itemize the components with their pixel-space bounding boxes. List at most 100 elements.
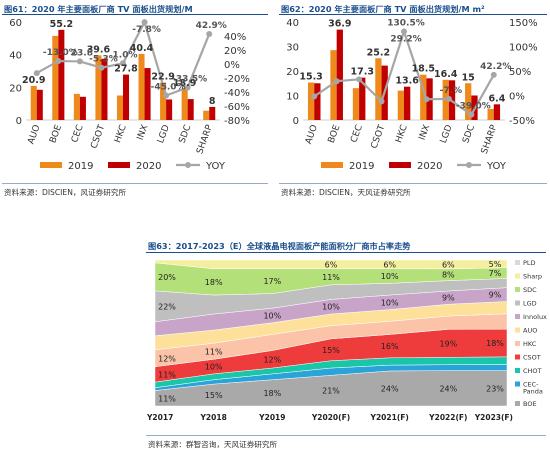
fig63-data-label: 21% — [322, 387, 340, 396]
fig62-ytick: 10 — [286, 92, 299, 103]
fig62-bar-label: 6.4 — [488, 93, 505, 104]
fig63-data-label: 16% — [381, 342, 399, 351]
fig61-ytick: 0 — [16, 116, 22, 127]
fig61-bar-label: 20.9 — [22, 75, 45, 86]
fig61-yoy-label: 59.8% — [131, 16, 162, 19]
fig62-yoy-point — [445, 95, 452, 102]
fig61-legend-swatch-2019 — [40, 162, 62, 168]
fig63-legend-label: Panda — [523, 388, 543, 396]
fig62-title-rule — [279, 14, 547, 15]
fig61-y2tick: -60% — [224, 102, 250, 113]
fig62-bar-label: 25.2 — [367, 47, 390, 58]
fig61-yoy-label: 42.9% — [196, 21, 227, 31]
fig63-data-label: 12% — [158, 354, 176, 363]
fig61-category-label: CSOT — [89, 123, 107, 150]
fig63-data-label: 11% — [205, 347, 223, 356]
fig61-ytick: 60 — [9, 18, 22, 29]
fig61-category-label: AUO — [26, 124, 42, 146]
fig63-area-sharp — [154, 259, 508, 270]
fig63-legend-label: BOE — [523, 400, 537, 408]
fig61-yoy-point — [184, 84, 191, 91]
fig63-legend-label: CSOT — [523, 354, 541, 362]
fig62-category-label: AUO — [304, 124, 320, 146]
fig61-yoy-label: -45.0% — [151, 83, 186, 93]
fig61-category-label: SDC — [178, 124, 194, 145]
fig61-category-label: LGD — [156, 124, 172, 145]
fig62-yoy-label: -39.0% — [456, 102, 491, 112]
fig63-legend-swatch — [515, 341, 520, 346]
fig61-bar-label: 18.9 — [173, 78, 196, 89]
fig62-yoy-label: -7.% — [440, 86, 462, 96]
fig62-title: 图62：2020 年主要面板厂商 TV 面板出货规划/M m² — [281, 4, 485, 14]
fig61-bar-2019 — [203, 110, 210, 120]
fig62-yoy-point — [356, 76, 363, 83]
fig61-bar-2019 — [181, 89, 188, 120]
fig62-y2tick: -50% — [509, 116, 535, 127]
fig62-y2tick: 50% — [509, 67, 531, 78]
fig63-legend-swatch — [515, 260, 520, 265]
fig63-data-label: 6% — [383, 260, 396, 269]
fig62-legend-swatch-2020 — [389, 162, 411, 168]
fig63-data-label: 10% — [263, 311, 281, 320]
fig62-yoy-point — [333, 78, 340, 85]
fig62-yoy-point — [490, 71, 497, 78]
fig63-legend-swatch — [515, 287, 520, 292]
fig62-bar-2019 — [420, 74, 427, 120]
fig61-y2tick: -80% — [224, 116, 250, 127]
fig61-bar-2020 — [166, 99, 173, 120]
fig63-x-label: Y2018 — [200, 413, 227, 422]
fig63-legend-label: AUO — [523, 327, 537, 335]
fig62-legend-label: 2020 — [417, 161, 442, 172]
fig61-yoy-label: -13.0% — [43, 48, 78, 58]
fig63-data-label: 10% — [381, 272, 399, 281]
fig62-bar-2020 — [404, 86, 411, 120]
fig61-yoy-label: 1.0% — [113, 50, 138, 60]
fig62-legend-swatch-2019 — [321, 162, 343, 168]
fig63-data-label: 10% — [205, 363, 223, 372]
fig62-bar-2019 — [352, 88, 360, 120]
fig62-legend-label: 2019 — [349, 161, 374, 172]
fig63-data-label: 24% — [439, 384, 457, 393]
fig62-ytick: 40 — [286, 18, 299, 29]
fig63-data-label: 10% — [322, 303, 340, 312]
fig62-bar-label: 13.6 — [395, 76, 419, 87]
fig62-bar-2020 — [314, 83, 321, 120]
fig62-bar-2020 — [493, 104, 501, 120]
fig63-legend-label: PLD — [523, 259, 536, 267]
fig61-legend-swatch-yoy-point — [185, 162, 191, 168]
fig62-ytick: 0 — [293, 116, 299, 127]
fig61-legend-label: 2020 — [136, 161, 161, 172]
fig63-legend-label: Sharp — [523, 273, 542, 281]
fig62-bar-2020 — [359, 77, 366, 120]
fig63-legend-swatch — [515, 381, 520, 387]
fig61-y2tick: 0% — [224, 60, 240, 71]
fig62-yoy-label: 130.5% — [387, 19, 425, 29]
fig62-bar-label: 15.3 — [299, 72, 322, 83]
fig61-yoy-point — [33, 70, 40, 77]
fig63-data-label: 9% — [442, 294, 455, 303]
fig62-category-label: SHARP — [480, 123, 500, 155]
fig61-ytick: 40 — [9, 51, 22, 62]
fig63-foot-rule — [146, 435, 546, 436]
fig61-y2tick: 40% — [224, 32, 246, 43]
fig61-bar-label: 8 — [209, 96, 216, 107]
fig62-foot-rule — [279, 183, 547, 184]
fig62-bar-label: 17.3 — [351, 67, 374, 78]
fig63-data-label: 18% — [205, 278, 223, 287]
fig61-foot-rule — [2, 183, 268, 184]
fig62-chart: 0 10 20 30 40 -50% 0% 50% 100% 150% 15.3 36.9 17.3 25… — [286, 18, 537, 172]
fig61-bar-2019 — [73, 93, 80, 120]
fig61-bar-label: 55.2 — [50, 19, 73, 30]
fig63-legend-label: SDC — [523, 286, 537, 294]
fig63-legend-swatch — [515, 368, 520, 373]
fig63-data-label: 11% — [322, 273, 340, 282]
fig61-yoy-point — [76, 58, 83, 65]
fig61-title: 图61：2020 年主要面板厂商 TV 面板出货规划/M — [4, 4, 193, 14]
fig62-yoy-point — [423, 96, 430, 103]
fig61-bar-2020 — [36, 89, 43, 120]
fig63-legend-swatch — [515, 314, 520, 319]
fig61-category-label: HKC — [113, 124, 129, 145]
fig61-bar-2020 — [101, 58, 108, 120]
fig62-y2tick: 0% — [509, 92, 525, 103]
fig63-source: 资料来源：群智咨询，天风证券研究所 — [148, 440, 278, 449]
